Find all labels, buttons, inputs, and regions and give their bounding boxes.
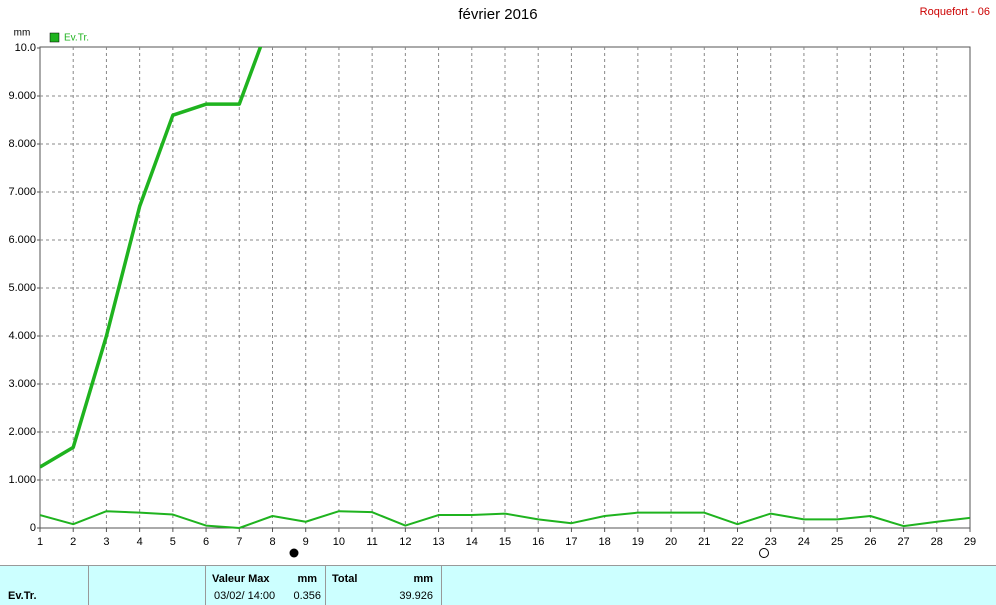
x-tick-label: 25 <box>831 536 843 548</box>
chart: février 2016 Roquefort - 06 mm 0 1.000 2.0… <box>8 6 990 558</box>
x-tick-label: 1 <box>37 536 43 548</box>
max-date: 03/02/ 14:00 <box>214 590 276 602</box>
y-tick-label: 2.000 <box>8 426 36 438</box>
x-tick-label: 7 <box>236 536 242 548</box>
marker-open <box>759 548 769 558</box>
y-tick-label: 3.000 <box>8 378 36 390</box>
x-tick-label: 16 <box>532 536 544 548</box>
x-tick-label: 20 <box>665 536 677 548</box>
max-value: 0.356 <box>293 590 321 602</box>
y-tick-label: 5.000 <box>8 282 36 294</box>
x-tick-label: 28 <box>931 536 943 548</box>
cell: Total mm 39.926 <box>326 566 442 605</box>
y-tick-label: 6.000 <box>8 234 36 246</box>
x-tick-label: 13 <box>432 536 444 548</box>
x-tick-label: 22 <box>731 536 743 548</box>
row-label: Ev.Tr. <box>8 590 37 602</box>
x-tick-label: 8 <box>269 536 275 548</box>
y-unit: mm <box>14 28 31 39</box>
x-tick-label: 9 <box>303 536 309 548</box>
plot-lines <box>40 47 970 529</box>
y-tick-label: 0 <box>30 522 36 534</box>
x-tick-label: 24 <box>798 536 810 548</box>
x-tick-label: 18 <box>599 536 611 548</box>
x-tick-label: 12 <box>399 536 411 548</box>
cell <box>89 566 206 605</box>
cell: Valeur Max mm 03/02/ 14:00 0.356 <box>206 566 326 605</box>
data-line <box>40 47 263 469</box>
x-tick-label: 3 <box>103 536 109 548</box>
x-tick-label: 11 <box>366 536 377 548</box>
summary-panel: Ev.Tr. Valeur Max mm 03/02/ 14:00 0.356 … <box>0 565 996 605</box>
x-tick-label: 29 <box>964 536 976 548</box>
x-tick-label: 10 <box>333 536 345 548</box>
x-tick-label: 6 <box>203 536 209 548</box>
data-line <box>40 510 970 529</box>
max-unit: mm <box>297 573 317 585</box>
station-label: Roquefort - 06 <box>920 6 990 18</box>
y-tick-label: 8.000 <box>8 138 36 150</box>
x-tick-label: 4 <box>137 536 143 548</box>
y-tick-label: 4.000 <box>8 330 36 342</box>
y-tick-label: 1.000 <box>8 474 36 486</box>
total-label: Total <box>332 573 358 585</box>
x-tick-label: 19 <box>632 536 644 548</box>
legend-swatch <box>49 32 60 43</box>
y-tick-label: 7.000 <box>8 186 36 198</box>
total-unit: mm <box>413 573 433 585</box>
x-tick-label: 23 <box>765 536 777 548</box>
x-tick-label: 21 <box>698 536 710 548</box>
y-tick-label: 10.0 <box>15 42 36 54</box>
x-tick-label: 2 <box>70 536 76 548</box>
x-tick-label: 26 <box>864 536 876 548</box>
total-value: 39.926 <box>399 590 433 602</box>
x-tick-label: 15 <box>499 536 511 548</box>
cell: Ev.Tr. <box>0 566 89 605</box>
y-tick-label: 9.000 <box>8 90 36 102</box>
legend-label: Ev.Tr. <box>64 33 89 44</box>
max-label: Valeur Max <box>212 573 270 585</box>
x-tick-label: 27 <box>897 536 909 548</box>
chart-title: février 2016 <box>458 6 537 23</box>
marker-filled <box>289 548 299 558</box>
x-tick-label: 14 <box>466 536 478 548</box>
x-tick-label: 5 <box>170 536 176 548</box>
x-tick-label: 17 <box>565 536 577 548</box>
